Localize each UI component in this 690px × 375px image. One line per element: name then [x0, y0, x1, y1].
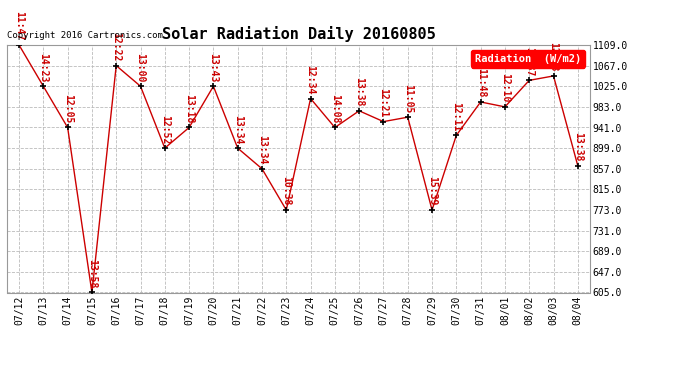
Text: 13:34: 13:34: [233, 115, 243, 144]
Text: 12:33: 12:33: [549, 42, 558, 72]
Text: 13:43: 13:43: [208, 53, 219, 82]
Text: 13:38: 13:38: [573, 132, 583, 162]
Title: Solar Radiation Daily 20160805: Solar Radiation Daily 20160805: [161, 27, 435, 42]
Text: 11:05: 11:05: [403, 84, 413, 113]
Text: 14:08: 14:08: [330, 94, 340, 123]
Text: 12:22: 12:22: [111, 32, 121, 62]
Text: 13:00: 13:00: [135, 53, 146, 82]
Text: 13:34: 13:34: [257, 135, 267, 165]
Text: 14:23: 14:23: [39, 53, 48, 82]
Text: 13:38: 13:38: [354, 77, 364, 106]
Text: 13:58: 13:58: [87, 259, 97, 288]
Text: 15:39: 15:39: [427, 177, 437, 206]
Text: 12:10: 12:10: [500, 74, 510, 103]
Text: 11:47: 11:47: [14, 12, 24, 41]
Text: 12:37: 12:37: [524, 47, 534, 76]
Text: 11:48: 11:48: [475, 68, 486, 98]
Legend: Radiation  (W/m2): Radiation (W/m2): [471, 50, 584, 68]
Text: 13:18: 13:18: [184, 94, 194, 123]
Text: 12:34: 12:34: [306, 65, 315, 94]
Text: 12:11: 12:11: [451, 102, 462, 131]
Text: 10:38: 10:38: [282, 177, 291, 206]
Text: 12:05: 12:05: [63, 94, 72, 123]
Text: 12:52: 12:52: [160, 115, 170, 144]
Text: Copyright 2016 Cartronics.com: Copyright 2016 Cartronics.com: [7, 31, 163, 40]
Text: 12:21: 12:21: [378, 88, 388, 117]
